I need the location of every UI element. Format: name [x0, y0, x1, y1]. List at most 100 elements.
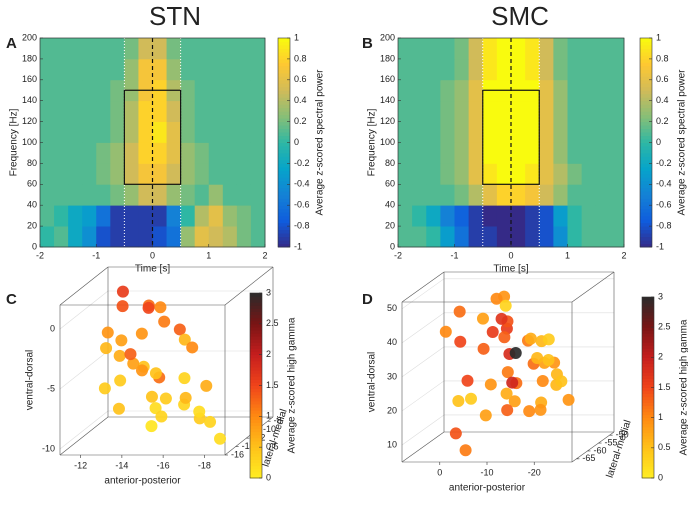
heatmap-cell [250, 58, 266, 81]
heatmap-cell [412, 184, 427, 206]
colorbar-segment [640, 44, 652, 49]
heatmap-cell [539, 226, 554, 248]
heatmap-cell [496, 163, 512, 185]
heatmap-cell [138, 142, 153, 164]
colorbar-segment [278, 236, 290, 241]
box-edge [571, 431, 615, 463]
heatmap-cell [595, 121, 611, 143]
heatmap-cell [454, 226, 470, 248]
colorbar-tick-label: -0.8 [294, 220, 310, 230]
x-tick-label: 0 [150, 250, 155, 260]
heatmap-cell [609, 121, 625, 143]
heatmap-cell [208, 121, 224, 143]
colorbar-segment [250, 373, 262, 377]
heatmap-cell [595, 79, 611, 102]
colorbar-segment [250, 348, 262, 353]
colorbar-tick-label: 0 [294, 137, 299, 147]
heatmap-cell [180, 142, 196, 164]
heatmap-cell [40, 100, 55, 122]
heatmap-cell [440, 121, 455, 143]
y-tick-label: 120 [380, 116, 395, 126]
electrode-point [495, 312, 508, 325]
heatmap-cell [398, 58, 413, 81]
heatmap-cell [412, 100, 427, 122]
heatmap-cell [609, 205, 625, 227]
x-tick-label: -18 [198, 460, 211, 470]
heatmap-cell [553, 205, 568, 227]
y-tick-label: 100 [380, 137, 395, 147]
colorbar-segment [642, 474, 654, 479]
heatmap-cell [426, 226, 441, 248]
heatmap-cell [426, 58, 441, 81]
colorbar-tick-label: -0.4 [294, 179, 310, 189]
colorbar-segment [640, 90, 652, 95]
colorbar-tick-label: 1 [658, 412, 663, 422]
heatmap-cell [525, 121, 540, 143]
colorbar-segment [278, 177, 290, 182]
heatmap-cell [194, 184, 210, 206]
colorbar-segment [642, 318, 654, 322]
colorbar-segment [278, 65, 290, 70]
heatmap-cell [96, 121, 111, 143]
y-tick-label: 140 [22, 95, 37, 105]
heatmap-cell [194, 121, 210, 143]
y-axis-label: lateral-medial [605, 419, 634, 479]
heatmap-cell [138, 38, 153, 60]
colorbar-tick-label: 1 [266, 411, 271, 421]
y-tick-label: -65 [582, 453, 595, 463]
colorbar-segment [640, 65, 652, 70]
colorbar-segment [278, 90, 290, 95]
colorbar-segment [278, 226, 290, 231]
colorbar-segment [250, 370, 262, 374]
heatmap-cell [553, 100, 568, 122]
heatmap-cell [412, 226, 427, 248]
heatmap-cell [482, 100, 498, 122]
heatmap-cell [166, 226, 182, 248]
heatmap-cell [496, 121, 512, 143]
heatmap-cell [236, 205, 252, 227]
colorbar-segment [640, 86, 652, 91]
heatmap-cell [82, 58, 97, 81]
heatmap-cell [40, 79, 55, 102]
colorbar-segment [278, 180, 290, 185]
colorbar-tick-label: 0.4 [656, 95, 669, 105]
colorbar-tick-label: -0.6 [294, 200, 310, 210]
colorbar-segment [250, 357, 262, 362]
colorbar-segment [278, 173, 290, 178]
colorbar-segment [642, 396, 654, 401]
colorbar-tick-label: -0.2 [656, 158, 672, 168]
heatmap-cell [152, 121, 167, 143]
heatmap-cell [68, 205, 83, 227]
colorbar-segment [278, 166, 290, 171]
heatmap-cell [412, 79, 427, 102]
heatmap-cell [110, 205, 125, 227]
heatmap-cell [54, 58, 69, 81]
heatmap-cell [82, 79, 97, 102]
y-tick-label: -60 [593, 445, 606, 455]
electrode-point [484, 378, 497, 391]
colorbar-segment [250, 456, 262, 460]
heatmap-cell [68, 58, 83, 81]
heatmap-cell [236, 226, 252, 248]
electrode-point [149, 367, 162, 380]
colorbar-segment [640, 208, 652, 213]
heatmap-cell [124, 38, 139, 60]
heatmap-cell [250, 226, 266, 248]
colorbar-segment [640, 145, 652, 150]
colorbar-segment [250, 379, 262, 383]
colorbar-segment [278, 215, 290, 220]
colorbar-segment [640, 229, 652, 234]
electrode-point [142, 301, 155, 314]
heatmap-cell [482, 121, 498, 143]
heatmap-cell [180, 205, 196, 227]
heatmap-cell [440, 226, 455, 248]
heatmap-cell [166, 38, 182, 60]
colorbar-segment [250, 425, 262, 430]
heatmap-cell [152, 205, 167, 227]
colorbar-tick-label: -1 [656, 241, 664, 251]
heatmap-cell [595, 100, 611, 122]
heatmap-cell [539, 58, 554, 81]
analysis-window [123, 89, 182, 185]
colorbar-segment [640, 111, 652, 116]
heatmap-cell [567, 142, 583, 164]
